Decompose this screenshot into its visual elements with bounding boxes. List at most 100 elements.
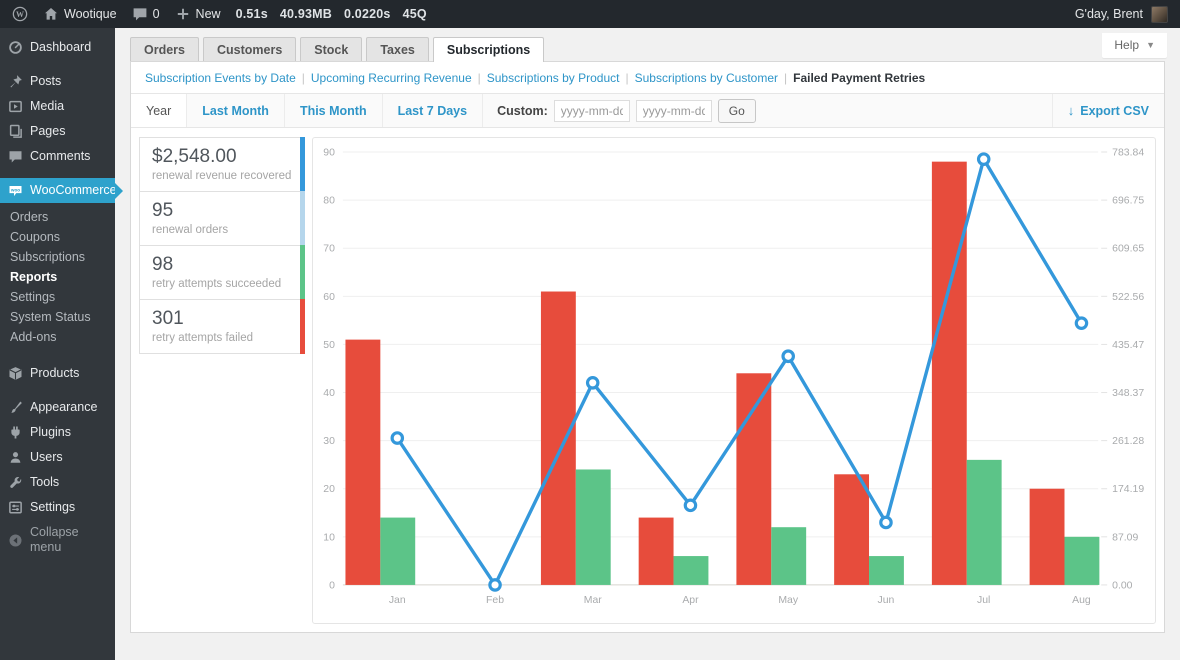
svg-text:10: 10: [323, 532, 335, 543]
chevron-down-icon: ▼: [1146, 40, 1155, 50]
new-label: New: [195, 7, 221, 21]
perf-stat: 0.51s: [235, 7, 268, 21]
report-link-failed-payment-retries[interactable]: Failed Payment Retries: [793, 71, 926, 85]
submenu-item-reports[interactable]: Reports: [10, 270, 58, 284]
svg-text:90: 90: [323, 148, 335, 159]
sidebar-item-label: Media: [30, 99, 65, 113]
range-year[interactable]: Year: [131, 94, 188, 127]
svg-text:261.28: 261.28: [1112, 436, 1144, 447]
submenu-item-coupons[interactable]: Coupons: [10, 230, 61, 244]
chart-container: 0 0.00 10 87.09 20 174.19 30 261.28 40 348.37 50 43…: [312, 137, 1156, 624]
sidebar-item-label: Posts: [30, 74, 62, 88]
tab-orders[interactable]: Orders: [130, 37, 199, 61]
comments-indicator[interactable]: 0: [132, 6, 160, 22]
sidebar-item-label: Appearance: [30, 400, 98, 414]
sidebar-item-appearance[interactable]: Appearance: [0, 395, 115, 420]
wordpress-logo-icon[interactable]: W: [12, 6, 28, 22]
comments-icon: [8, 149, 23, 164]
dashboard-icon: [8, 40, 23, 55]
main-panel: Subscription Events by Date | Upcoming Rec…: [130, 61, 1165, 633]
tab-stock[interactable]: Stock: [300, 37, 363, 61]
site-menu[interactable]: Wootique: [43, 6, 117, 22]
sidebar-item-dashboard[interactable]: Dashboard: [0, 35, 115, 60]
card-accent-bar: [300, 245, 305, 300]
sidebar-item-media[interactable]: Media: [0, 94, 115, 119]
separator: |: [784, 71, 788, 85]
sidebar-item-plugins[interactable]: Plugins: [0, 420, 115, 445]
home-icon: [43, 6, 59, 22]
sidebar-item-label: Plugins: [30, 425, 71, 439]
comment-bubble-icon: [132, 6, 148, 22]
separator: |: [625, 71, 629, 85]
submenu-item-settings[interactable]: Settings: [10, 290, 56, 304]
report-body: $2,548.00 renewal revenue recovered 95 rene…: [131, 128, 1164, 634]
help-button[interactable]: Help ▼: [1102, 33, 1167, 58]
report-subnav: Subscription Events by Date | Upcoming Rec…: [131, 62, 1164, 93]
submenu-item-orders[interactable]: Orders: [10, 210, 49, 224]
summary-card-retry-attempts-succeeded: 98 retry attempts succeeded: [139, 245, 305, 300]
range-bar: Year Last Month This Month Last 7 Days Cust…: [131, 93, 1164, 128]
sidebar-item-pages[interactable]: Pages: [0, 119, 115, 144]
perf-stat: 45Q: [402, 7, 427, 21]
sidebar-item-collapse-menu[interactable]: Collapse menu: [0, 520, 115, 560]
sidebar-item-label: Tools: [30, 475, 60, 489]
submenu-item-add-ons[interactable]: Add-ons: [10, 330, 57, 344]
card-value: 95: [152, 200, 174, 221]
summary-card-renewal-orders: 95 renewal orders: [139, 191, 305, 246]
summary-card-retry-attempts-failed: 301 retry attempts failed: [139, 299, 305, 354]
svg-text:609.65: 609.65: [1112, 244, 1144, 255]
sidebar-item-users[interactable]: Users: [0, 445, 115, 470]
range-this-month[interactable]: This Month: [285, 94, 383, 127]
users-icon: [8, 450, 23, 465]
sidebar-item-posts[interactable]: Posts: [0, 69, 115, 94]
svg-text:Aug: Aug: [1072, 595, 1091, 606]
failed-payment-retries-chart: 0 0.00 10 87.09 20 174.19 30 261.28 40 348.37 50 43…: [323, 148, 1144, 606]
sidebar-item-label: Comments: [30, 149, 91, 163]
export-csv-link[interactable]: ↓ Export CSV: [1051, 94, 1164, 127]
report-tabs: Orders Customers Stock Taxes Subscriptions: [130, 37, 1165, 62]
report-link-upcoming-recurring-revenue[interactable]: Upcoming Recurring Revenue: [310, 71, 472, 85]
report-link-subscription-events-by-date[interactable]: Subscription Events by Date: [145, 71, 296, 85]
card-value: $2,548.00: [152, 146, 237, 167]
svg-text:W: W: [16, 10, 24, 19]
svg-text:0: 0: [329, 580, 335, 591]
tab-subscriptions[interactable]: Subscriptions: [432, 37, 545, 62]
sidebar-item-settings[interactable]: Settings: [0, 495, 115, 520]
settings-icon: [8, 500, 23, 515]
svg-text:80: 80: [323, 196, 335, 207]
date-to-input[interactable]: [635, 99, 712, 122]
submenu-woocommerce: Orders Coupons Subscriptions Reports Setting…: [0, 203, 115, 352]
range-last-7-days[interactable]: Last 7 Days: [383, 94, 484, 127]
tab-taxes[interactable]: Taxes: [366, 37, 429, 61]
range-tabs: Year Last Month This Month Last 7 Days: [131, 94, 484, 127]
svg-text:50: 50: [323, 340, 335, 351]
new-menu[interactable]: New: [175, 6, 221, 22]
summary-card-renewal-revenue-recovered: $2,548.00 renewal revenue recovered: [139, 137, 305, 192]
sidebar-item-woocommerce[interactable]: woo WooCommerce: [0, 178, 123, 203]
svg-text:522.56: 522.56: [1112, 292, 1144, 303]
card-label: retry attempts succeeded: [152, 278, 282, 290]
report-link-subscriptions-by-customer[interactable]: Subscriptions by Customer: [634, 71, 778, 85]
sidebar-item-products[interactable]: Products: [0, 361, 115, 386]
sidebar-item-tools[interactable]: Tools: [0, 470, 115, 495]
svg-text:May: May: [778, 595, 799, 606]
tab-customers[interactable]: Customers: [203, 37, 297, 61]
date-from-input[interactable]: [553, 99, 630, 122]
go-button[interactable]: Go: [717, 98, 756, 123]
svg-text:Jan: Jan: [389, 595, 406, 606]
media-icon: [8, 99, 23, 114]
perf-stat: 40.93MB: [279, 7, 332, 21]
submenu-item-system-status[interactable]: System Status: [10, 310, 91, 324]
svg-text:woo: woo: [10, 187, 20, 192]
sidebar-item-label: Users: [30, 450, 63, 464]
report-link-subscriptions-by-product[interactable]: Subscriptions by Product: [486, 71, 620, 85]
user-greeting[interactable]: G'day, Brent: [1074, 7, 1143, 21]
sidebar-item-label: Products: [30, 366, 80, 380]
sidebar-item-comments[interactable]: Comments: [0, 144, 115, 169]
download-icon: ↓: [1067, 103, 1075, 118]
performance-stats: 0.51s 40.93MB 0.0220s 45Q: [236, 7, 427, 21]
admin-bar: W Wootique 0 New 0.51s 40.93MB 0.0220s 45Q …: [0, 0, 1180, 28]
svg-text:0.00: 0.00: [1112, 580, 1133, 591]
submenu-item-subscriptions[interactable]: Subscriptions: [10, 250, 86, 264]
range-last-month[interactable]: Last Month: [187, 94, 285, 127]
